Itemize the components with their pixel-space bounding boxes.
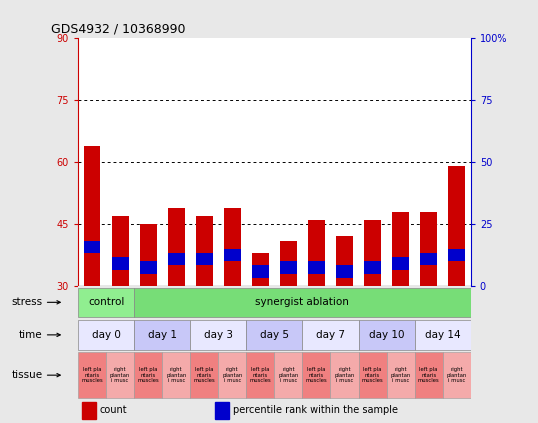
Text: day 5: day 5 xyxy=(260,330,289,340)
Bar xyxy=(246,352,274,398)
Bar xyxy=(78,352,106,398)
Bar xyxy=(308,220,325,286)
Bar xyxy=(224,249,240,261)
Text: left pla
ntaris
muscles: left pla ntaris muscles xyxy=(81,367,103,384)
Bar xyxy=(78,320,134,349)
Text: right
plantan
i musc: right plantan i musc xyxy=(166,367,186,384)
Text: control: control xyxy=(88,297,124,308)
Text: left pla
ntaris
muscles: left pla ntaris muscles xyxy=(362,367,384,384)
Bar xyxy=(280,261,297,274)
Bar xyxy=(274,352,302,398)
Text: right
plantan
i musc: right plantan i musc xyxy=(391,367,410,384)
Bar xyxy=(83,241,101,253)
Bar xyxy=(168,208,185,286)
Text: day 14: day 14 xyxy=(425,330,461,340)
Text: day 1: day 1 xyxy=(147,330,176,340)
Text: day 0: day 0 xyxy=(91,330,121,340)
Bar xyxy=(392,257,409,269)
Bar xyxy=(415,320,471,349)
Bar xyxy=(415,352,443,398)
Bar xyxy=(302,320,358,349)
Bar xyxy=(112,257,129,269)
Bar xyxy=(218,352,246,398)
Text: right
plantan
i musc: right plantan i musc xyxy=(222,367,243,384)
Text: synergist ablation: synergist ablation xyxy=(256,297,349,308)
Bar xyxy=(83,146,101,286)
Bar xyxy=(112,216,129,286)
Bar xyxy=(162,352,190,398)
Bar xyxy=(308,261,325,274)
Text: percentile rank within the sample: percentile rank within the sample xyxy=(233,405,398,415)
Bar xyxy=(330,352,358,398)
Bar xyxy=(448,249,465,261)
Text: GDS4932 / 10368990: GDS4932 / 10368990 xyxy=(51,22,185,36)
Bar xyxy=(134,352,162,398)
Text: time: time xyxy=(19,330,43,340)
Text: count: count xyxy=(100,405,127,415)
Bar xyxy=(140,224,157,286)
Bar xyxy=(252,253,269,286)
Text: right
plantan
i musc: right plantan i musc xyxy=(110,367,130,384)
Bar xyxy=(448,166,465,286)
Bar xyxy=(280,241,297,286)
Text: stress: stress xyxy=(11,297,43,308)
Bar xyxy=(190,352,218,398)
Bar xyxy=(364,220,381,286)
Bar xyxy=(196,253,213,265)
Bar xyxy=(190,320,246,349)
Bar xyxy=(302,352,330,398)
Text: right
plantan
i musc: right plantan i musc xyxy=(447,367,467,384)
Bar xyxy=(224,208,240,286)
Text: left pla
ntaris
muscles: left pla ntaris muscles xyxy=(418,367,440,384)
Bar xyxy=(358,352,387,398)
Bar xyxy=(420,253,437,265)
Bar xyxy=(134,320,190,349)
Text: left pla
ntaris
muscles: left pla ntaris muscles xyxy=(250,367,271,384)
Bar xyxy=(252,265,269,278)
Bar xyxy=(392,212,409,286)
Text: day 7: day 7 xyxy=(316,330,345,340)
Bar xyxy=(336,236,353,286)
Text: tissue: tissue xyxy=(11,370,43,380)
Bar xyxy=(215,402,229,419)
Bar xyxy=(78,288,134,317)
Bar xyxy=(336,265,353,278)
Bar xyxy=(140,261,157,274)
Bar xyxy=(82,402,96,419)
Bar xyxy=(358,320,415,349)
Bar xyxy=(134,288,471,317)
Text: left pla
ntaris
muscles: left pla ntaris muscles xyxy=(137,367,159,384)
Bar xyxy=(196,216,213,286)
Text: day 3: day 3 xyxy=(204,330,233,340)
Text: right
plantan
i musc: right plantan i musc xyxy=(335,367,355,384)
Bar xyxy=(246,320,302,349)
Text: right
plantan
i musc: right plantan i musc xyxy=(278,367,299,384)
Text: day 10: day 10 xyxy=(369,330,405,340)
Text: left pla
ntaris
muscles: left pla ntaris muscles xyxy=(193,367,215,384)
Bar xyxy=(168,253,185,265)
Bar xyxy=(106,352,134,398)
Bar xyxy=(387,352,415,398)
Text: left pla
ntaris
muscles: left pla ntaris muscles xyxy=(306,367,327,384)
Bar xyxy=(443,352,471,398)
Bar xyxy=(420,212,437,286)
Bar xyxy=(364,261,381,274)
